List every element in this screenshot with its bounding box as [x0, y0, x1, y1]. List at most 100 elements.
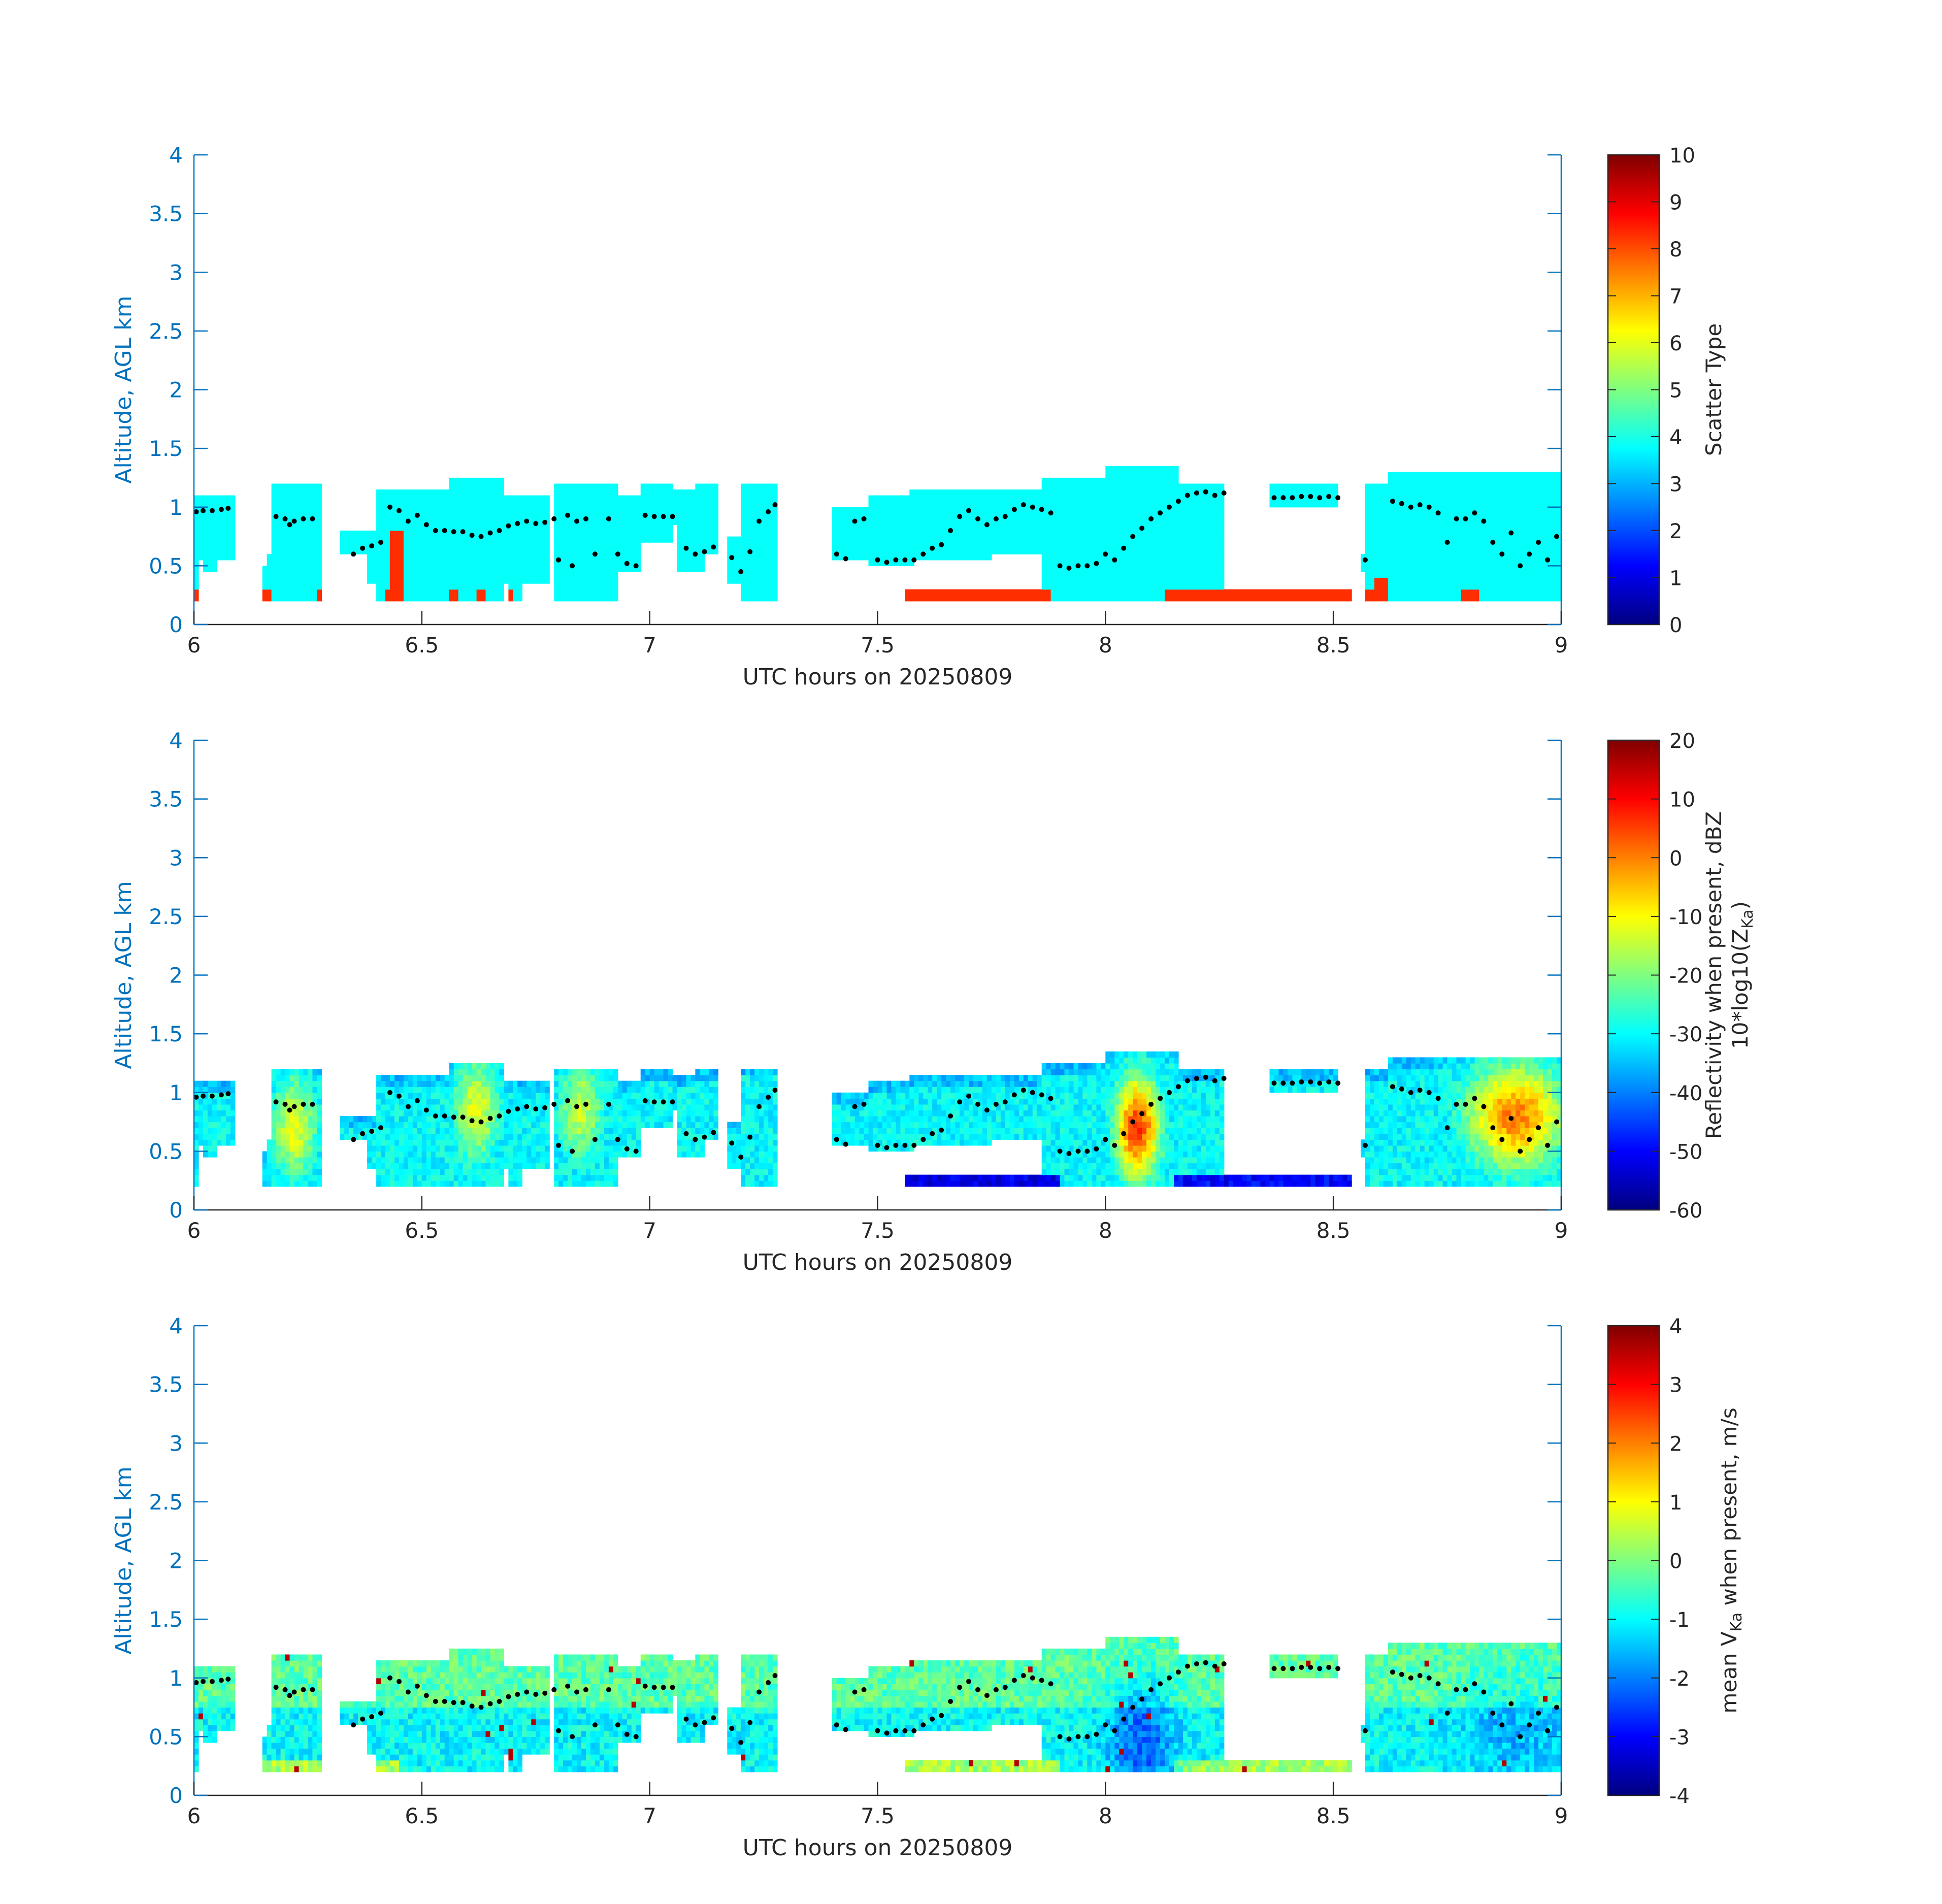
- heatmap-cell: [472, 571, 477, 578]
- heatmap-cell: [1397, 472, 1402, 478]
- heatmap-cell: [312, 1133, 317, 1140]
- heatmap-cell: [750, 518, 755, 526]
- heatmap-cell: [713, 507, 718, 513]
- heatmap-cell: [1018, 536, 1024, 543]
- heatmap-cell: [230, 507, 236, 513]
- heatmap-cell: [394, 554, 400, 561]
- heatmap-cell: [536, 542, 541, 549]
- heatmap-cell: [1461, 501, 1466, 508]
- heatmap-cell: [1210, 560, 1215, 566]
- heatmap-cell: [317, 1163, 322, 1169]
- heatmap-cell: [1479, 583, 1484, 590]
- heatmap-cell: [1110, 531, 1115, 537]
- heatmap-cell: [412, 583, 418, 590]
- heatmap-cell: [440, 554, 445, 561]
- heatmap-cell: [964, 524, 969, 531]
- heatmap-cell: [540, 507, 545, 513]
- cloud-base-marker: [1094, 561, 1099, 566]
- heatmap-cell: [1101, 495, 1106, 502]
- heatmap-cell: [199, 1122, 204, 1128]
- heatmap-cell: [1105, 501, 1110, 508]
- heatmap-cell: [1557, 477, 1562, 484]
- heatmap-cell: [1101, 542, 1106, 549]
- heatmap-cell: [1101, 583, 1106, 590]
- heatmap-cell: [435, 501, 441, 508]
- heatmap-cell: [563, 566, 568, 572]
- heatmap-cell: [1365, 536, 1370, 543]
- heatmap-cell: [960, 548, 965, 554]
- heatmap-cell: [458, 542, 464, 549]
- heatmap-cell: [216, 1128, 222, 1134]
- heatmap-cell: [1548, 577, 1553, 584]
- heatmap-cell: [764, 554, 769, 561]
- heatmap-cell: [1529, 483, 1534, 490]
- heatmap-cell: [1548, 531, 1553, 537]
- heatmap-cell: [1383, 507, 1389, 513]
- heatmap-cell: [1156, 477, 1161, 484]
- heatmap-cell: [1479, 472, 1484, 478]
- heatmap-cell: [586, 542, 591, 549]
- heatmap-cell: [768, 595, 773, 602]
- heatmap-cell: [285, 1133, 290, 1140]
- heatmap-cell: [918, 536, 924, 543]
- heatmap-cell: [973, 531, 978, 537]
- heatmap-cell: [303, 1139, 308, 1146]
- heatmap-cell: [308, 501, 313, 508]
- heatmap-cell: [289, 1139, 295, 1146]
- heatmap-cell: [1497, 560, 1502, 566]
- heatmap-cell: [1502, 595, 1507, 602]
- heatmap-cell: [1484, 507, 1489, 513]
- heatmap-cell: [627, 513, 632, 519]
- heatmap-cell: [289, 1174, 295, 1181]
- heatmap-cell: [1133, 489, 1138, 496]
- heatmap-cell: [221, 524, 226, 531]
- heatmap-cell: [207, 1116, 213, 1123]
- heatmap-cell: [385, 1128, 390, 1134]
- heatmap-cell: [417, 518, 422, 526]
- heatmap-cell: [577, 560, 582, 566]
- heatmap-cell: [262, 1180, 268, 1187]
- heatmap-cell: [353, 531, 358, 537]
- heatmap-cell: [449, 554, 454, 561]
- heatmap-cell: [221, 507, 226, 513]
- heatmap-cell: [490, 477, 496, 484]
- heatmap-cell: [225, 542, 231, 549]
- heatmap-cell: [294, 1180, 300, 1187]
- heatmap-cell: [572, 513, 577, 519]
- heatmap-cell: [1073, 560, 1079, 566]
- heatmap-cell: [276, 495, 281, 502]
- heatmap-cell: [1196, 589, 1202, 596]
- heatmap-cell: [381, 1128, 386, 1134]
- cloud-base-marker: [1536, 540, 1541, 545]
- heatmap-cell: [1543, 571, 1548, 578]
- heatmap-cell: [1156, 501, 1161, 508]
- heatmap-cell: [385, 1169, 390, 1175]
- heatmap-cell: [294, 1104, 300, 1111]
- heatmap-cell: [1420, 566, 1425, 572]
- heatmap-cell: [741, 531, 746, 537]
- heatmap-cell: [649, 489, 655, 496]
- heatmap-cell: [745, 495, 750, 502]
- heatmap-cell: [280, 1087, 286, 1093]
- heatmap-cell: [1474, 595, 1479, 602]
- heatmap-cell: [1301, 595, 1306, 602]
- heatmap-cell: [964, 489, 969, 496]
- heatmap-cell: [1156, 542, 1161, 549]
- heatmap-cell: [1474, 554, 1479, 561]
- heatmap-cell: [1169, 501, 1174, 508]
- heatmap-cell: [294, 577, 300, 584]
- heatmap-cell: [1196, 524, 1202, 531]
- heatmap-cell: [659, 524, 664, 531]
- heatmap-cell: [1114, 542, 1120, 549]
- heatmap-cell: [212, 566, 217, 572]
- colorbar-tick-label: 6: [1669, 332, 1682, 355]
- heatmap-cell: [1525, 483, 1530, 490]
- heatmap-cell: [654, 518, 660, 526]
- heatmap-cell: [1511, 583, 1516, 590]
- heatmap-cell: [1320, 589, 1325, 596]
- heatmap-cell: [317, 1069, 322, 1075]
- heatmap-cell: [1133, 571, 1138, 578]
- heatmap-cell: [499, 501, 504, 508]
- heatmap-cell: [1538, 531, 1543, 537]
- heatmap-cell: [1406, 542, 1411, 549]
